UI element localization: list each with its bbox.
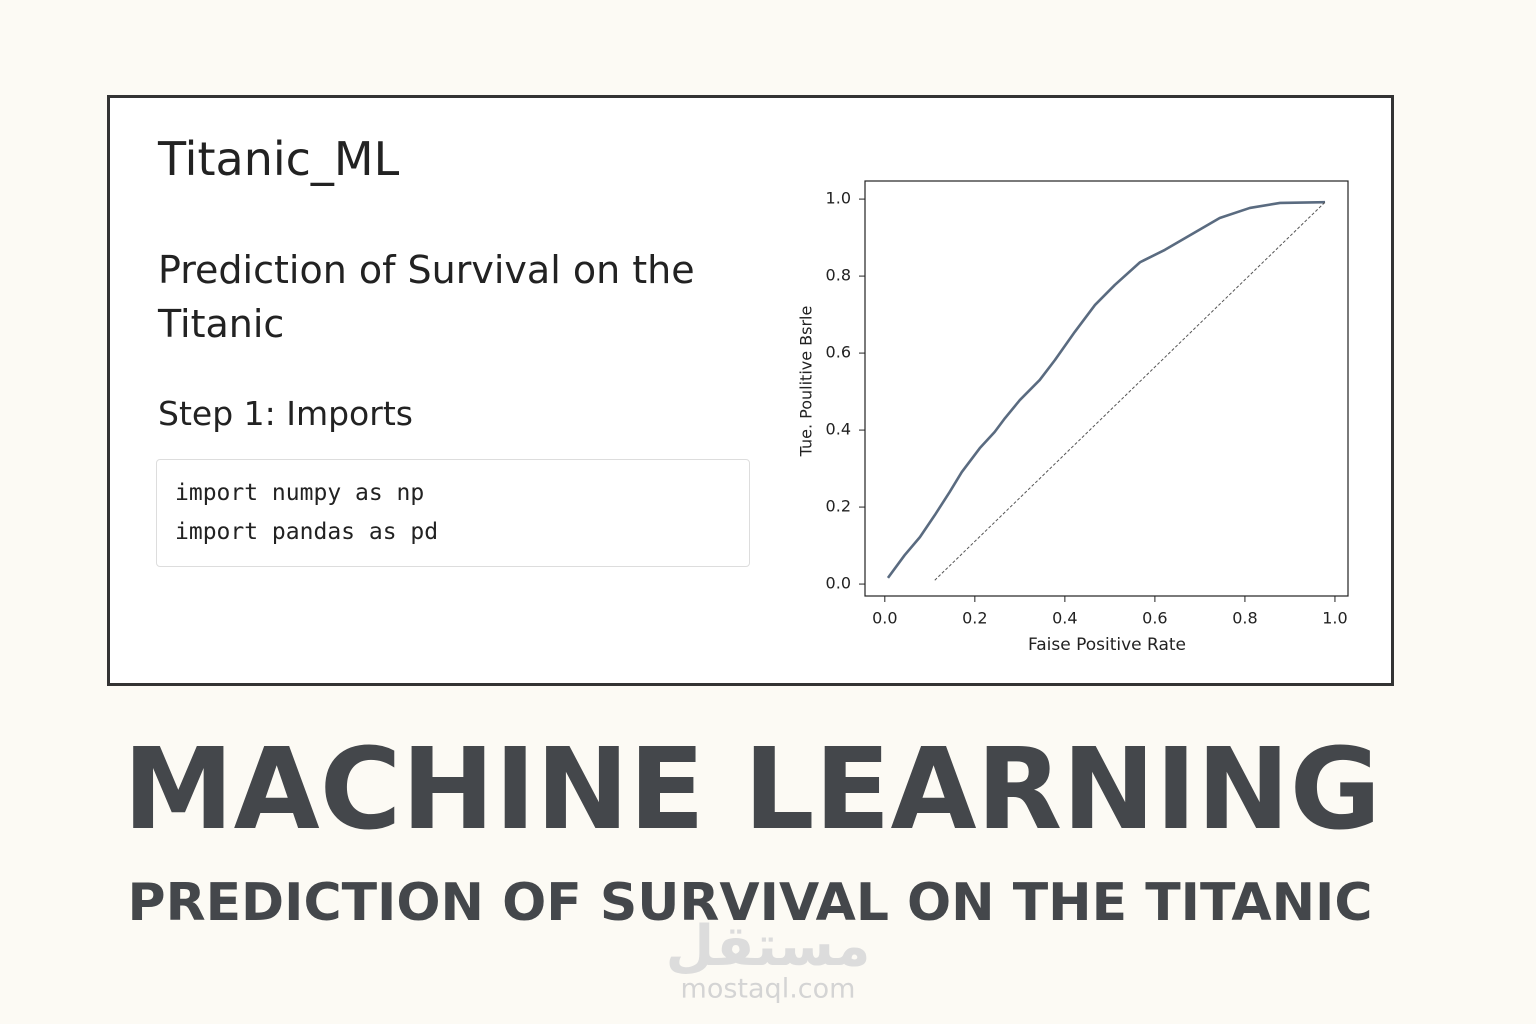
y-tick-label: 0.2 [826, 497, 851, 516]
y-tick-label: 1.0 [826, 189, 851, 208]
step-heading: Step 1: Imports [158, 394, 413, 433]
notebook-title: Titanic_ML [158, 132, 400, 186]
plot-frame [864, 180, 1349, 597]
notebook-card [107, 95, 1394, 686]
x-tick-label: 0.2 [962, 609, 987, 628]
watermark-logo: مستقل [666, 914, 871, 979]
x-axis-label: Faise Positive Rate [1028, 635, 1186, 655]
x-tick-label: 0.4 [1052, 609, 1077, 628]
banner-title: MACHINE LEARNING [123, 725, 1381, 855]
banner-subtitle: PREDICTION OF SURVIVAL ON THE TITANIC [128, 873, 1373, 933]
code-line: import numpy as np [175, 480, 425, 506]
x-tick-label: 0.0 [872, 609, 897, 628]
code-line: import pandas as pd [175, 519, 439, 545]
y-tick-label: 0.8 [826, 266, 851, 285]
roc-line [886, 200, 1326, 579]
code-cell: import numpy as np import pandas as pd [156, 459, 750, 567]
y-tick-label: 0.0 [826, 574, 851, 593]
x-tick-label: 1.0 [1322, 609, 1347, 628]
notebook-heading: Prediction of Survival on the Titanic [158, 248, 695, 346]
y-axis-label: Tue. Poulitive Bsrle [797, 306, 816, 458]
y-tick-label: 0.4 [826, 420, 851, 439]
roc-line [934, 201, 1326, 581]
x-tick-label: 0.6 [1142, 609, 1167, 628]
watermark-site: mostaql.com [681, 974, 856, 1005]
y-tick-label: 0.6 [826, 343, 851, 362]
x-tick-label: 0.8 [1232, 609, 1257, 628]
